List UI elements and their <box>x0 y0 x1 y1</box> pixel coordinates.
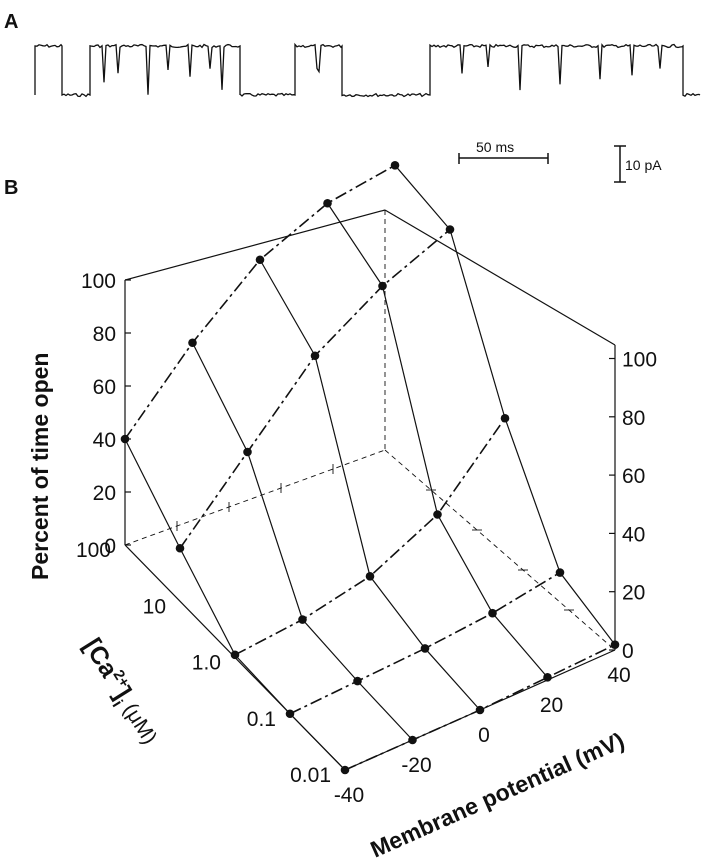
current-scalebar: 10 pA <box>614 145 662 183</box>
z-right-tick-label: 60 <box>622 465 645 488</box>
time-scalebar-label: 50 ms <box>476 139 514 155</box>
voltage-tick-label: -40 <box>334 784 364 807</box>
voltage-series-line <box>259 259 481 711</box>
hidden-edges <box>124 210 616 651</box>
z-axis-title: Percent of time open <box>27 353 53 580</box>
ca-tick-label: 0.01 <box>290 764 331 787</box>
ca-tick-label: 100 <box>76 539 111 562</box>
voltage-series-line <box>394 164 616 646</box>
hidden-axis-ticks <box>176 464 574 611</box>
voltage-tick-label: 0 <box>478 724 490 747</box>
panel-a-letter: A <box>4 11 18 33</box>
voltage-series-line <box>191 342 413 741</box>
ca-tick-label: 1.0 <box>192 652 221 675</box>
z-right-tick-label: 20 <box>622 582 645 605</box>
z-right-tick-label: 80 <box>622 407 645 430</box>
ca-series-line <box>124 164 396 440</box>
ca-axis-title-sup: 2+ <box>109 667 133 691</box>
voltage-tick-label: 20 <box>540 694 563 717</box>
voltage-series-line <box>124 438 346 771</box>
z-right-tick-label: 100 <box>622 349 657 372</box>
ca-axis-title: [Ca2+]i(μM) <box>74 633 166 752</box>
voltage-tick-label: 40 <box>607 664 630 687</box>
z-left-tick-label: 40 <box>93 429 116 452</box>
current-scalebar-label: 10 pA <box>625 157 662 173</box>
z-right-tick-label: 0 <box>622 640 634 663</box>
ca-axis-title-unit: (μM) <box>119 699 162 748</box>
ca-axis: 100 10 1.0 0.1 0.01 <box>76 539 331 787</box>
z-right-tick-label: 40 <box>622 523 645 546</box>
time-scalebar: 50 ms <box>458 139 549 164</box>
ca-series-line <box>179 228 451 549</box>
voltage-axis: -40 -20 0 20 40 <box>334 664 631 807</box>
z-left-tick-label: 80 <box>93 323 116 346</box>
panel-b-letter: B <box>4 177 18 199</box>
voltage-series-line <box>327 202 548 678</box>
z-left-tick-label: 0 <box>104 535 116 558</box>
z-left-tick-label: 60 <box>93 376 116 399</box>
z-axis-right: 100 80 60 40 20 0 <box>609 349 657 663</box>
surface-plot <box>120 161 620 775</box>
z-left-tick-label: 100 <box>81 270 116 293</box>
current-trace <box>34 42 701 98</box>
z-axis-left: 100 80 60 40 20 0 <box>81 270 131 558</box>
ca-tick-label: 0.1 <box>247 708 276 731</box>
voltage-axis-title: Membrane potential (mV) <box>366 727 628 863</box>
ca-tick-label: 10 <box>143 595 166 618</box>
plot-frame <box>124 209 616 771</box>
z-left-tick-label: 20 <box>93 482 116 505</box>
voltage-tick-label: -20 <box>401 754 431 777</box>
